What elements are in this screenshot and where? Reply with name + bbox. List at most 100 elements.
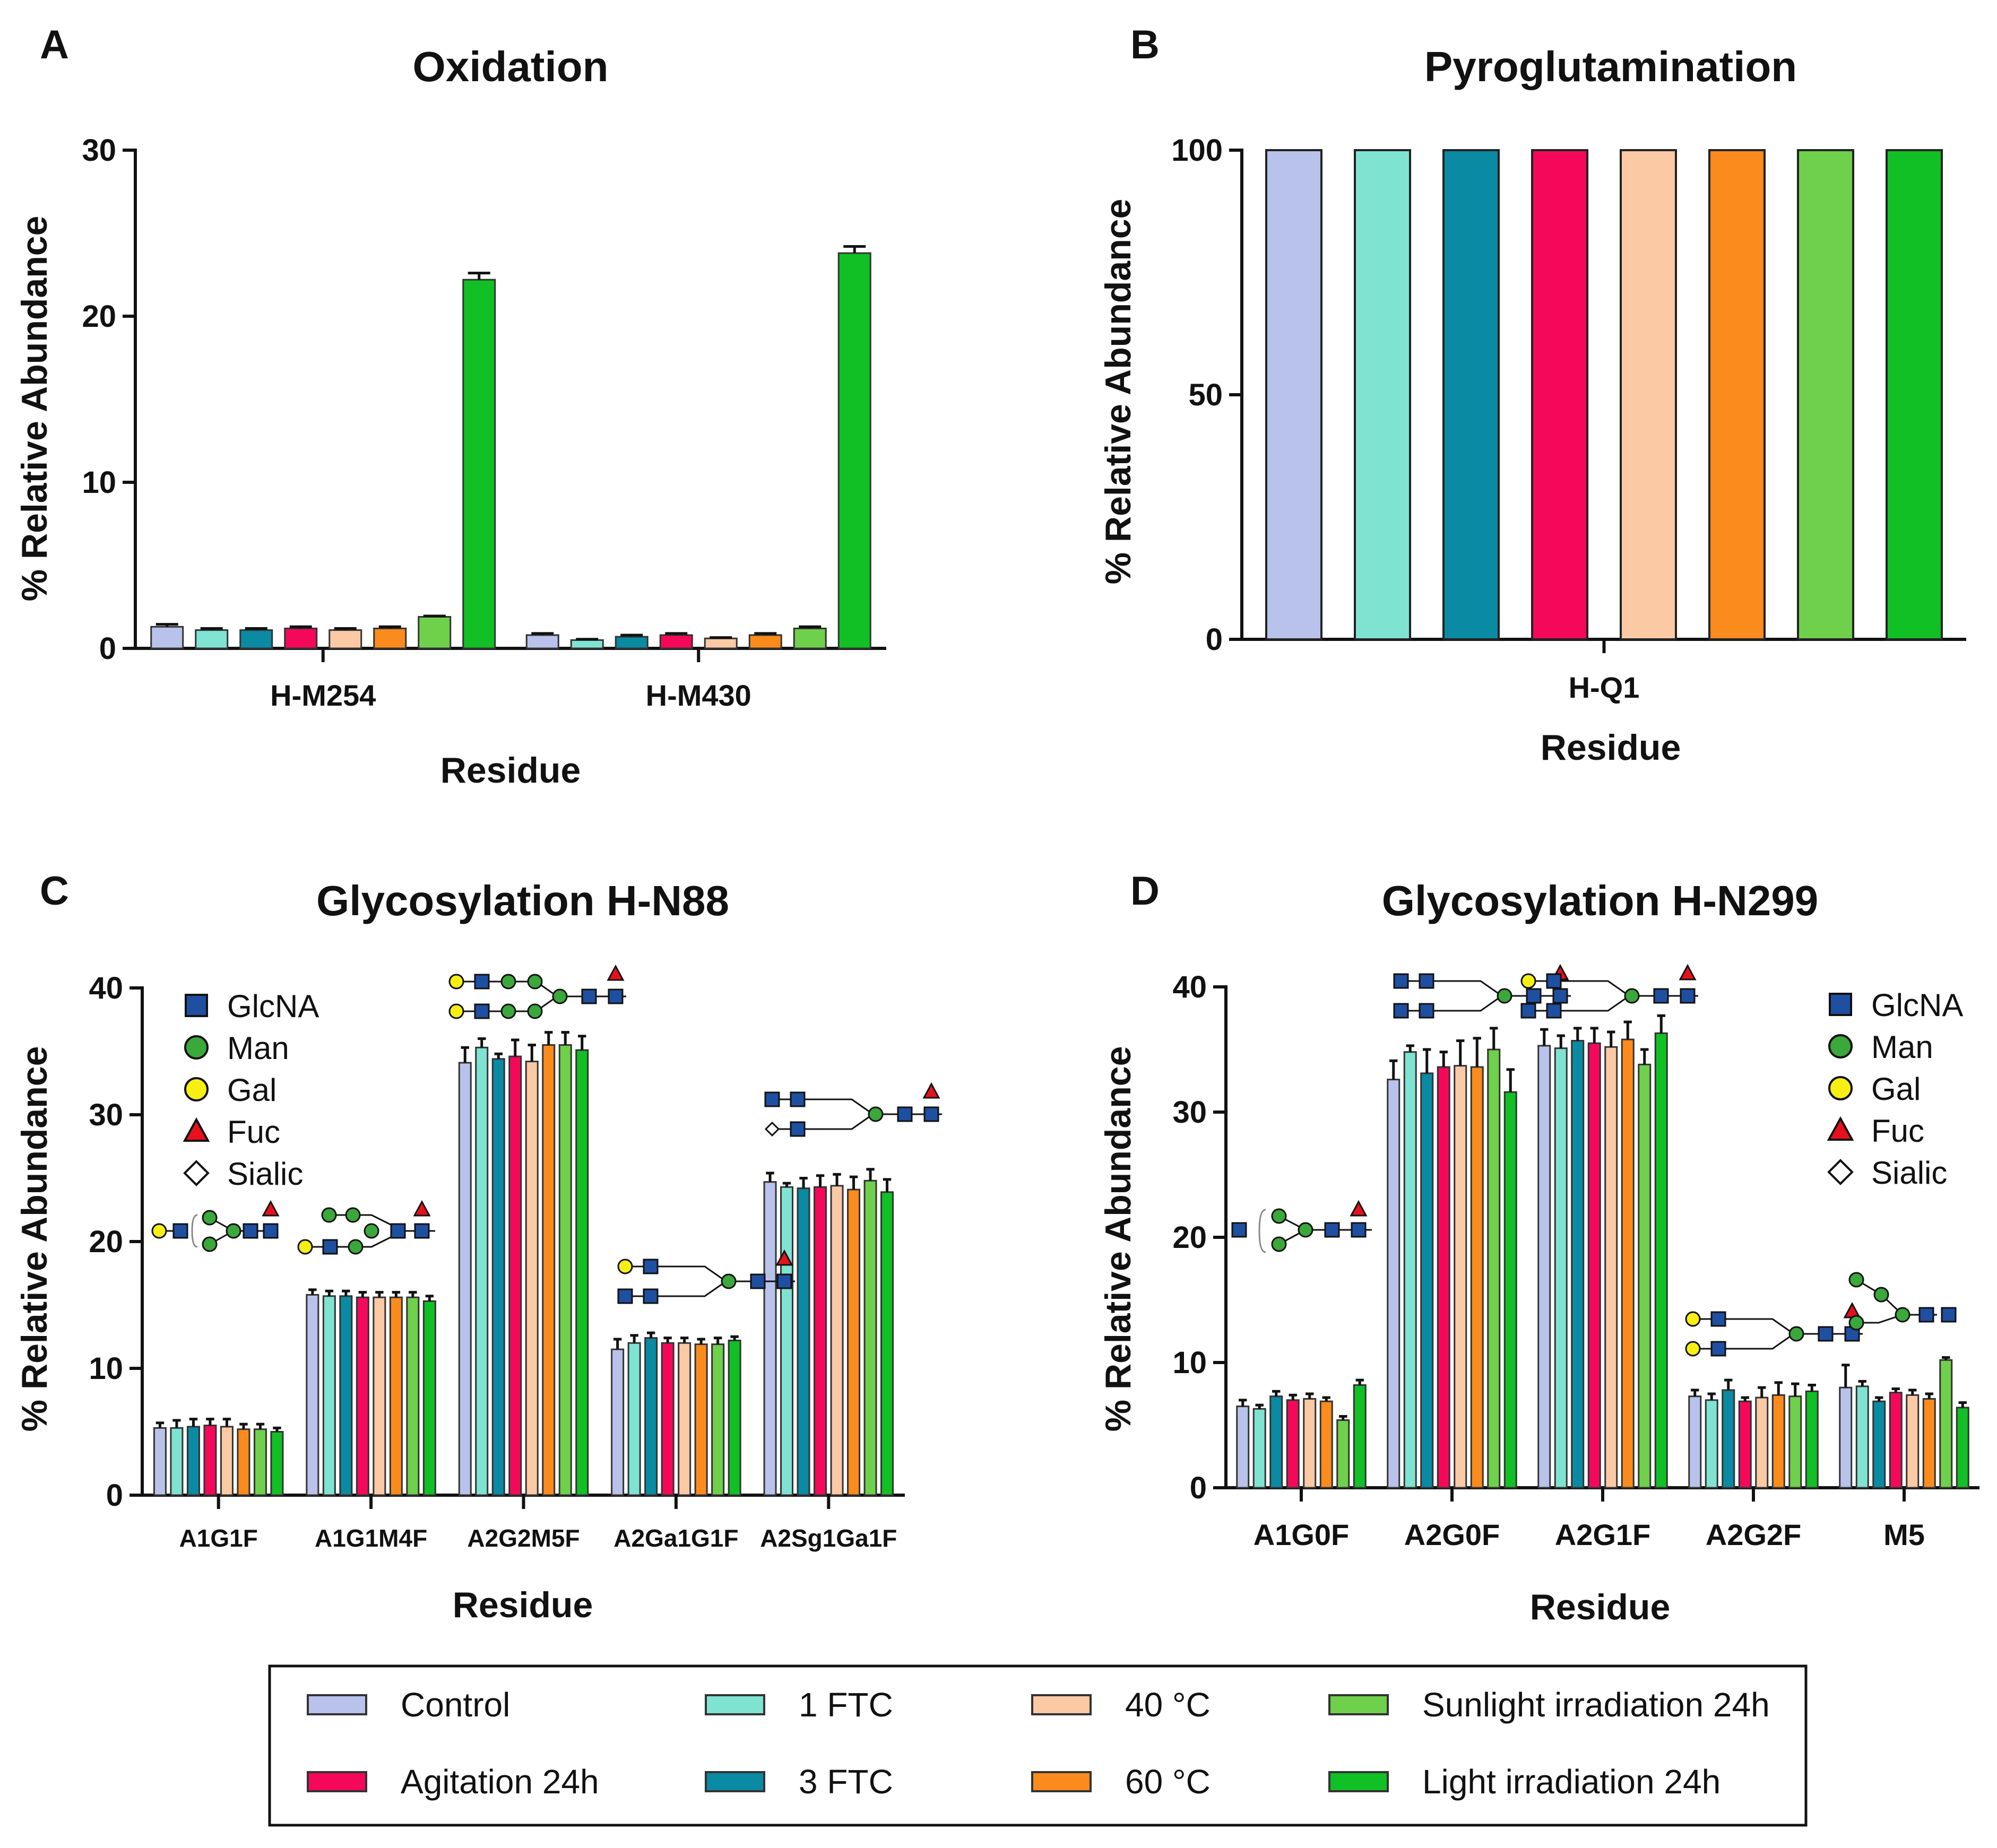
bar (1604, 1046, 1618, 1489)
glcna-icon (1520, 1003, 1536, 1019)
man-icon (321, 1207, 337, 1223)
bar (728, 1339, 741, 1496)
bar (1503, 1091, 1517, 1489)
glcna-icon (1526, 988, 1542, 1004)
bar (186, 1426, 200, 1496)
panel-d-ylabel: % Relative Abundance (1098, 1046, 1138, 1432)
bar (1889, 1392, 1903, 1489)
glcna-icon (1918, 1307, 1934, 1323)
y-tick-label: 0 (1190, 1471, 1207, 1505)
bar (659, 634, 693, 649)
bar (615, 636, 649, 649)
bar (1722, 1389, 1735, 1489)
glcna-icon (1710, 1311, 1726, 1327)
glcna-icon (1653, 988, 1669, 1004)
glcna-icon (243, 1223, 258, 1239)
bar (195, 629, 229, 649)
y-tick-label: 40 (1172, 970, 1207, 1004)
bar (1906, 1394, 1920, 1489)
bar (1286, 1399, 1300, 1489)
bar (1738, 1400, 1752, 1489)
bar (525, 634, 559, 649)
glcna-icon (1419, 1003, 1434, 1019)
glycan-bracket (191, 1214, 198, 1248)
bar (1319, 1400, 1333, 1489)
panel-c-glycan-key: GlcNA Man Gal Fuc Sialic (183, 988, 319, 1192)
glcna-icon (1680, 988, 1696, 1004)
legend-swatch (705, 1771, 765, 1792)
panel-label-c: C (40, 869, 69, 914)
man-icon (1828, 1034, 1853, 1059)
y-tick-label: 30 (82, 133, 116, 168)
y-tick-label: 10 (1172, 1346, 1207, 1380)
bar (837, 252, 871, 649)
panel-label-d: D (1130, 869, 1160, 914)
bar (389, 1296, 403, 1496)
gal-icon (1828, 1076, 1853, 1100)
glcna-icon (172, 1223, 188, 1239)
bar (711, 1343, 725, 1496)
gal-icon (151, 1223, 167, 1239)
bar (373, 1296, 386, 1496)
legend-label: Light irradiation 24h (1422, 1763, 1721, 1801)
bar (322, 1295, 336, 1496)
x-tick-label: H-M430 (646, 679, 751, 712)
glcna-icon (1941, 1307, 1957, 1323)
glcna-icon (897, 1106, 913, 1122)
bar (780, 1186, 794, 1496)
glycan-key-label: Gal (1871, 1071, 1921, 1107)
man-icon (202, 1210, 218, 1226)
panel-c-xlabel: Residue (453, 1585, 593, 1625)
gal-icon (617, 1259, 633, 1274)
bar (1537, 1045, 1551, 1489)
bar (644, 1337, 658, 1496)
bar (1771, 1394, 1785, 1489)
x-tick-label: A2G0F (1404, 1518, 1500, 1551)
legend-frame (268, 1664, 1808, 1827)
legend-swatch (705, 1694, 765, 1715)
legend-swatch (307, 1694, 367, 1715)
bar (508, 1055, 522, 1496)
man-icon (527, 1003, 543, 1019)
bar (328, 629, 362, 649)
man-icon (1848, 1272, 1864, 1288)
glycan-key-label: GlcNA (227, 988, 319, 1024)
bar (1855, 1385, 1869, 1489)
y-tick-label: 20 (82, 299, 116, 334)
panel-a-oxidation: A Oxidation % Relative Abundance Residue… (14, 22, 886, 791)
glycan-key-label: Fuc (1871, 1113, 1924, 1149)
bar (1387, 1079, 1401, 1489)
x-tick-label: A2G2M5F (467, 1524, 580, 1552)
legend-swatch (1031, 1771, 1092, 1792)
legend-label: Control (401, 1686, 510, 1724)
panel-b-plot: 0 50 100 H-Q1 (1171, 133, 1966, 704)
glycan-bond (1693, 1333, 1794, 1350)
glcna-icon (790, 1121, 806, 1137)
bar (237, 1428, 250, 1496)
glycan-key-label: Fuc (227, 1114, 280, 1150)
man-icon (364, 1223, 379, 1239)
bar (1839, 1386, 1853, 1489)
bar (1442, 149, 1500, 640)
bar (814, 1186, 827, 1496)
bar (418, 616, 452, 649)
bar (284, 627, 318, 649)
fuc-icon (262, 1200, 280, 1217)
panel-d-plot: 0 10 20 30 40 A1G0F A2G0F A2G1F A2G2F M5 (1172, 970, 1979, 1551)
man-icon (1873, 1287, 1889, 1303)
panel-d-xlabel: Residue (1530, 1587, 1671, 1627)
bar (1886, 149, 1943, 640)
panel-label-b: B (1130, 22, 1160, 67)
bar (558, 1044, 572, 1496)
gal-icon (1685, 1341, 1701, 1357)
glcna-icon (643, 1288, 659, 1304)
man-icon (868, 1106, 884, 1122)
panel-b-title: Pyroglutamination (1424, 43, 1797, 90)
fuc-icon (607, 964, 625, 981)
bar (1470, 1066, 1484, 1489)
glcna-icon (1710, 1341, 1726, 1357)
bar (1708, 149, 1766, 640)
glycan-key-label: Sialic (1871, 1155, 1947, 1191)
bar (1688, 1395, 1702, 1489)
man-icon (1895, 1307, 1910, 1323)
